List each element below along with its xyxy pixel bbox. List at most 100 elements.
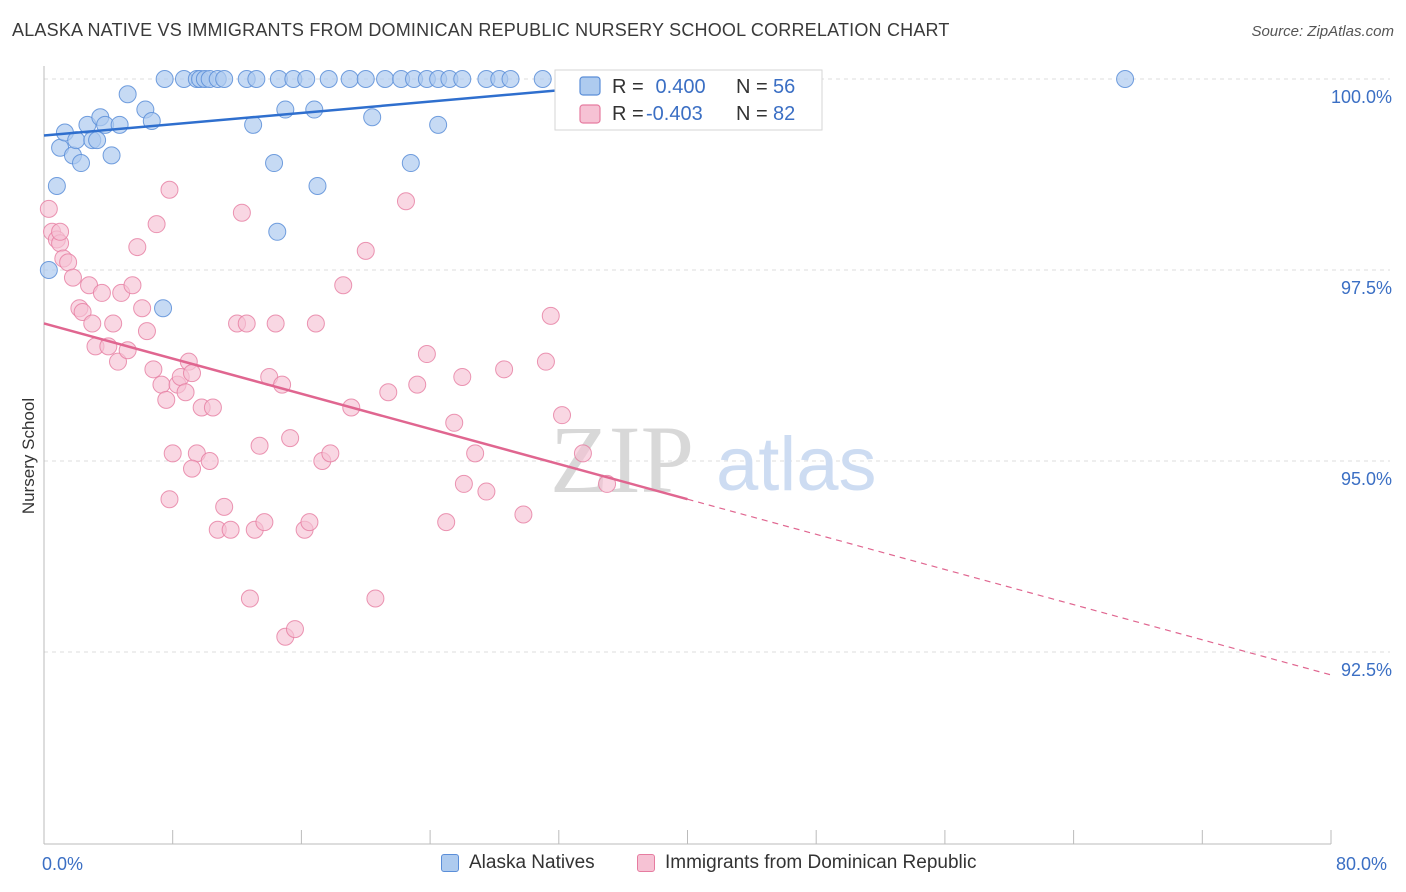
point-alaska-46: [533, 70, 552, 88]
point-dominican-42: [237, 314, 256, 333]
point-alaska-17: [155, 70, 174, 88]
point-alaska-57: [363, 108, 382, 127]
point-dominican-63: [396, 192, 415, 211]
point-dominican-26: [160, 180, 179, 199]
legend-swatch-pink: [579, 104, 601, 124]
point-dominican-41: [232, 203, 251, 222]
watermark: ZIP atlas: [550, 406, 877, 513]
legend-r-label-1: R =: [612, 76, 644, 98]
point-alaska-1: [47, 176, 66, 195]
point-dominican-30: [176, 383, 195, 402]
y-axis-title: Nursery School: [19, 398, 38, 514]
bottom-legend-label-dominican: Immigrants from Dominican Republic: [665, 852, 977, 873]
point-alaska-52: [265, 154, 284, 173]
point-dominican-18: [123, 276, 142, 295]
point-dominican-6: [63, 268, 82, 287]
point-alaska-36: [376, 70, 395, 88]
y-tick-label-0: 100.0%: [1331, 87, 1392, 107]
point-dominican-21: [137, 322, 156, 341]
legend: R = 0.400 N = 56 R = -0.403 N = 82: [554, 69, 823, 131]
legend-r-value-2: -0.403: [646, 103, 703, 125]
point-dominican-74: [541, 306, 560, 325]
point-dominican-27: [163, 444, 182, 463]
point-dominican-10: [83, 314, 102, 333]
bottom-legend-item-alaska: Alaska Natives: [441, 852, 595, 874]
point-dominican-75: [553, 406, 572, 425]
point-dominican-52: [285, 620, 304, 639]
watermark-zip: ZIP: [550, 406, 694, 513]
point-dominican-78: [453, 367, 472, 386]
point-dominican-67: [445, 413, 464, 432]
point-dominican-32: [183, 364, 202, 383]
point-alaska-13: [110, 115, 129, 134]
point-dominican-69: [466, 444, 485, 463]
point-dominican-0: [39, 199, 58, 218]
point-dominican-46: [255, 513, 274, 532]
point-alaska-12: [102, 146, 121, 165]
y-tick-label-3: 92.5%: [1341, 660, 1392, 680]
watermark-atlas: atlas: [716, 422, 877, 507]
point-alaska-6: [72, 154, 91, 173]
point-dominican-12: [92, 283, 111, 302]
y-tick-label-1: 97.5%: [1341, 278, 1392, 298]
point-dominican-48: [266, 314, 285, 333]
point-alaska-45: [501, 70, 520, 88]
point-dominican-45: [250, 436, 269, 455]
point-dominican-15: [109, 352, 128, 371]
point-dominican-65: [417, 345, 436, 364]
point-dominican-23: [147, 215, 166, 234]
point-alaska-0: [39, 261, 58, 279]
x-tick-label-max: 80.0%: [1336, 854, 1387, 874]
point-alaska-33: [319, 70, 338, 88]
bottom-legend-swatch-blue: [441, 854, 459, 872]
legend-r-value-1: 0.400: [650, 76, 706, 98]
trend-lines: [43, 77, 1332, 676]
point-dominican-80: [160, 490, 179, 509]
point-dominican-43: [240, 589, 259, 608]
point-dominican-57: [321, 444, 340, 463]
point-dominican-61: [366, 589, 385, 608]
point-dominican-58: [334, 276, 353, 295]
point-dominican-38: [215, 497, 234, 516]
point-dominican-14: [104, 314, 123, 333]
point-alaska-55: [401, 154, 420, 173]
point-alaska-42: [453, 70, 472, 88]
legend-n-label-2: N =: [736, 103, 768, 125]
legend-n-value-1: 56: [773, 76, 795, 98]
trend-line-dominican: [43, 322, 688, 501]
point-dominican-22: [144, 360, 163, 379]
point-alaska-9: [88, 131, 107, 150]
point-dominican-8: [73, 303, 92, 322]
point-dominican-72: [514, 505, 533, 524]
legend-swatch-blue: [579, 76, 601, 96]
point-dominican-79: [183, 459, 202, 478]
point-dominican-20: [133, 299, 152, 318]
point-alaska-51: [154, 299, 173, 318]
point-dominican-81: [51, 222, 70, 241]
point-dominican-5: [59, 253, 78, 272]
point-dominican-39: [221, 520, 240, 539]
point-dominican-64: [408, 375, 427, 394]
series-immigrants-dominican-republic: [39, 180, 617, 646]
point-dominican-25: [157, 390, 176, 409]
point-dominican-70: [477, 482, 496, 501]
bottom-legend-swatch-pink: [637, 854, 655, 872]
point-dominican-71: [495, 360, 514, 379]
bottom-legend-item-dominican: Immigrants from Dominican Republic: [637, 852, 977, 874]
gridlines: [44, 78, 1390, 653]
chart-title: ALASKA NATIVE VS IMMIGRANTS FROM DOMINIC…: [12, 20, 950, 40]
point-alaska-54: [308, 176, 327, 195]
point-alaska-53: [268, 222, 287, 241]
point-dominican-62: [379, 383, 398, 402]
trend-line-dominican-extrapolated: [687, 498, 1332, 676]
axes: [43, 66, 1332, 845]
legend-n-value-2: 82: [773, 103, 795, 125]
source-credit: Source: ZipAtlas.com: [1251, 23, 1394, 40]
point-dominican-76: [573, 444, 592, 463]
y-tick-label-2: 95.0%: [1341, 469, 1392, 489]
point-dominican-60: [356, 241, 375, 260]
point-alaska-31: [297, 70, 316, 88]
legend-r-label-2: R =: [612, 103, 644, 125]
point-dominican-73: [536, 352, 555, 371]
